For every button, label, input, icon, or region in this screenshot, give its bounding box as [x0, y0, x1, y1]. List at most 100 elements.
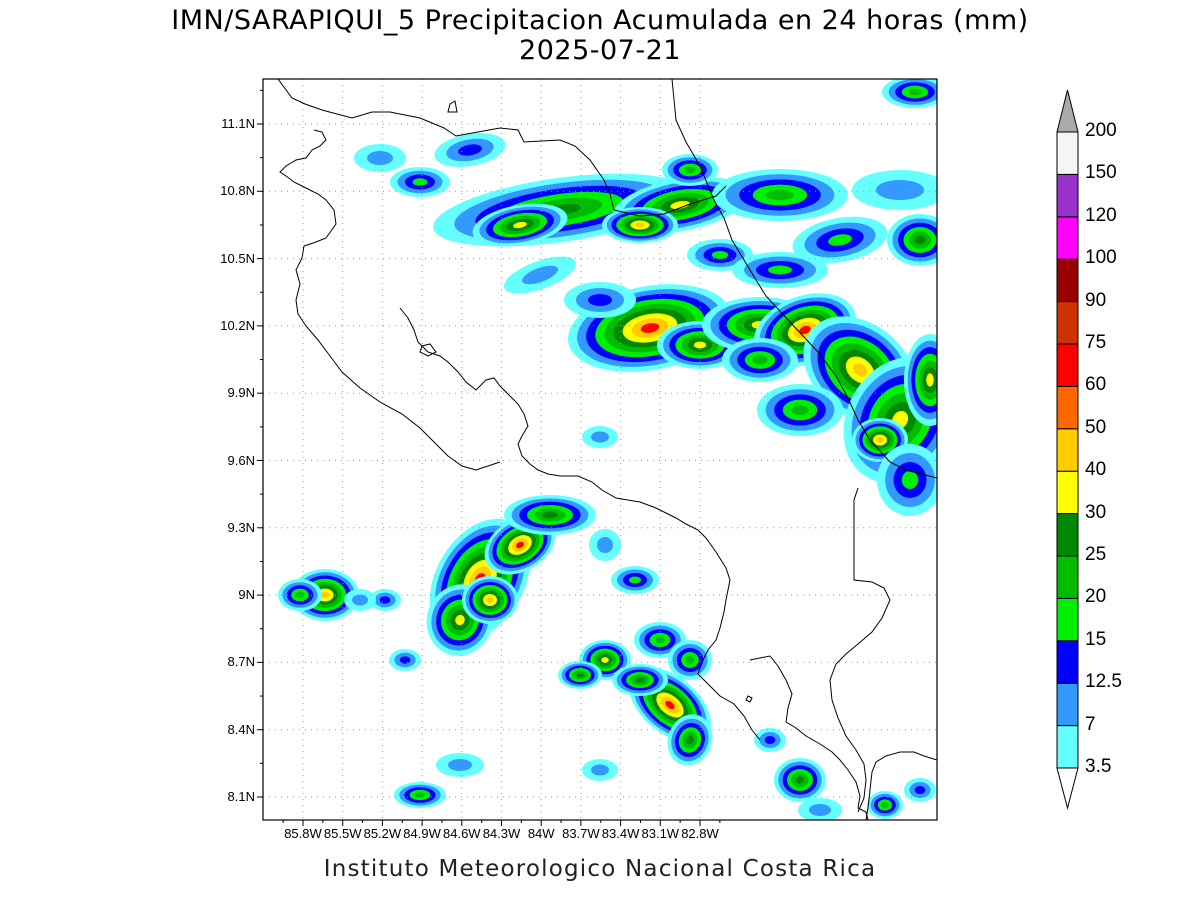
precip-contour [693, 341, 707, 349]
lat-label: 9.6N [227, 452, 255, 468]
precip-contour [516, 541, 524, 549]
lon-label: 85.2W [363, 826, 402, 841]
precip-contour [576, 672, 584, 678]
colorbar-segment [1056, 640, 1079, 684]
colorbar-label: 15 [1085, 628, 1107, 650]
axis-ticks [257, 89, 721, 826]
precip-contour [601, 657, 609, 663]
colorbar-under-triangle [1056, 767, 1079, 810]
precip-contour [876, 180, 924, 200]
precip-contour [521, 265, 559, 285]
colorbar-over-triangle [1056, 89, 1079, 133]
islet [447, 100, 458, 113]
lon-label: 85.8W [284, 826, 322, 841]
colorbar-label: 3.5 [1085, 756, 1112, 777]
lat-label: 11.1N [221, 116, 255, 131]
precip-contour [640, 323, 660, 333]
nicoya-gulf-coast [399, 307, 761, 741]
precip-contour [597, 537, 613, 553]
colorbar [1056, 89, 1079, 810]
precip-contour [635, 222, 645, 228]
colorbar-segment [1056, 131, 1079, 175]
colorbar-segment [1056, 513, 1079, 557]
precip-contour [367, 151, 393, 165]
precip-contour [828, 234, 852, 246]
precip-contour [768, 265, 792, 275]
colorbar-segment [1056, 173, 1079, 218]
pacific-coast-north [279, 129, 501, 471]
colorbar-label: 200 [1085, 120, 1117, 141]
precip-contour [901, 471, 919, 489]
lat-label: 9.3N [227, 519, 255, 535]
colorbar-label: 75 [1085, 332, 1107, 353]
lat-label: 8.7N [227, 654, 255, 670]
precip-contour [881, 802, 889, 808]
colorbar-segment [1056, 216, 1079, 260]
map-title: IMN/SARAPIQUI_5 Precipitacion Acumulada … [171, 5, 1029, 36]
footer-credit: Instituto Meteorologico Nacional Costa R… [323, 856, 877, 882]
precipitation-field [278, 79, 937, 820]
chira-island [419, 343, 437, 357]
precip-contour [458, 144, 482, 156]
colorbar-segment [1056, 597, 1079, 642]
colorbar-label: 25 [1085, 544, 1107, 565]
precip-contour [399, 656, 411, 664]
lat-label: 10.2N [220, 317, 255, 333]
colorbar-label: 60 [1085, 374, 1107, 396]
colorbar-label: 40 [1085, 459, 1107, 481]
colorbar-segment [1056, 343, 1079, 387]
colorbar-label: 30 [1085, 501, 1107, 523]
lat-label: 9.9N [227, 385, 255, 401]
precip-contour [795, 776, 805, 784]
small-island [745, 695, 753, 703]
burica-coast [865, 751, 937, 820]
colorbar-label: 7 [1085, 713, 1096, 735]
precip-contour [766, 189, 794, 201]
precip-contour [791, 404, 809, 416]
map-frame [262, 78, 938, 821]
precip-contour [926, 373, 934, 387]
lon-label: 83.7W [562, 826, 600, 841]
golfo-dulce-coast [749, 655, 869, 820]
panama-border [829, 487, 891, 813]
lat-label: 8.4N [227, 721, 255, 737]
precip-contour [711, 251, 729, 259]
precip-contour [352, 594, 368, 606]
lat-label: 10.5N [220, 250, 255, 266]
precip-contour [455, 614, 465, 626]
colorbar-segment [1056, 682, 1079, 727]
colorbar-label: 12.5 [1085, 671, 1122, 693]
precip-contour [914, 786, 926, 794]
colorbar-label: 20 [1085, 586, 1107, 608]
colorbar-label: 50 [1085, 416, 1107, 438]
precip-contour [486, 597, 494, 603]
lon-label: 84W [527, 826, 555, 841]
precip-contour [908, 88, 922, 96]
colorbar-label: 150 [1085, 162, 1117, 184]
colorbar-label: 90 [1085, 289, 1107, 311]
precip-contour [588, 294, 612, 306]
lon-label: 84.3W [482, 826, 521, 841]
nicaragua-coast [277, 79, 615, 211]
lon-label: 84.9W [403, 826, 441, 841]
precip-contour [665, 700, 675, 710]
colorbar-label: 120 [1085, 204, 1117, 226]
precip-contour [876, 437, 884, 443]
precip-contour [635, 677, 645, 683]
precip-contour [685, 656, 695, 664]
lon-label: 82.8W [681, 826, 719, 841]
lat-label: 10.8N [220, 183, 255, 199]
precip-contour [591, 431, 609, 443]
caribbean-coast [671, 79, 937, 479]
lon-label: 83.4W [601, 826, 640, 841]
precip-contour [670, 200, 690, 210]
lon-label: 84.6W [443, 826, 481, 841]
precip-contour [448, 759, 472, 771]
precip-contour [684, 166, 696, 174]
precip-contour [654, 636, 666, 644]
colorbar-segment [1056, 555, 1079, 599]
precip-contour [752, 355, 768, 365]
precip-contour [852, 363, 868, 377]
lat-label: 9N [238, 587, 255, 603]
